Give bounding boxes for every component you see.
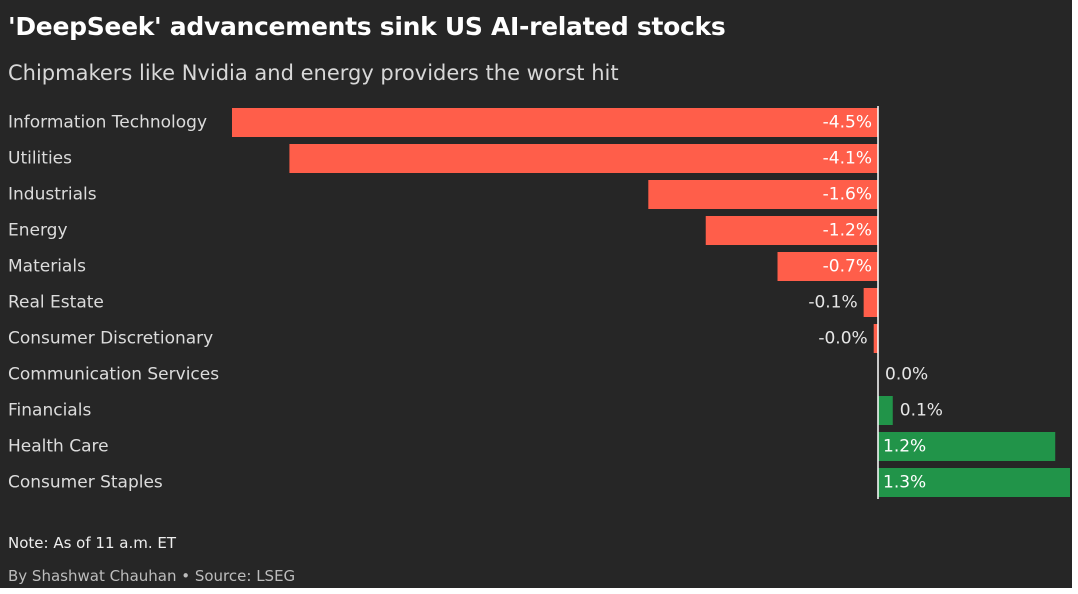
category-label: Materials bbox=[8, 257, 86, 277]
bar bbox=[289, 144, 878, 173]
category-label: Communication Services bbox=[8, 365, 219, 385]
value-label: 0.1% bbox=[900, 401, 943, 421]
bar bbox=[873, 324, 878, 353]
value-label: -4.1% bbox=[823, 149, 872, 169]
chart-note: Note: As of 11 a.m. ET bbox=[8, 534, 177, 552]
value-label: -4.5% bbox=[823, 113, 872, 133]
value-label: 1.3% bbox=[883, 473, 926, 493]
chart-subtitle: Chipmakers like Nvidia and energy provid… bbox=[8, 61, 619, 85]
value-label: -0.1% bbox=[808, 293, 857, 313]
bar bbox=[878, 432, 1056, 461]
bar bbox=[232, 108, 878, 137]
value-label: 1.2% bbox=[883, 437, 926, 457]
bar bbox=[863, 288, 878, 317]
category-label: Consumer Staples bbox=[8, 473, 163, 493]
category-label: Utilities bbox=[8, 149, 72, 169]
bar bbox=[705, 216, 878, 245]
category-label: Industrials bbox=[8, 185, 97, 205]
category-label: Information Technology bbox=[8, 113, 207, 133]
category-label: Real Estate bbox=[8, 293, 104, 313]
value-label: -0.7% bbox=[823, 257, 872, 277]
chart-credit: By Shashwat Chauhan • Source: LSEG bbox=[8, 567, 296, 585]
chart-title: 'DeepSeek' advancements sink US AI-relat… bbox=[8, 12, 726, 41]
bar bbox=[878, 468, 1070, 497]
category-label: Financials bbox=[8, 401, 91, 421]
category-label: Health Care bbox=[8, 437, 109, 457]
category-label: Consumer Discretionary bbox=[8, 329, 213, 349]
value-label: -1.6% bbox=[823, 185, 872, 205]
value-label: -0.0% bbox=[818, 329, 867, 349]
bar bbox=[777, 252, 878, 281]
value-label: -1.2% bbox=[823, 221, 872, 241]
bar bbox=[878, 396, 893, 425]
value-label: 0.0% bbox=[885, 365, 928, 385]
category-label: Energy bbox=[8, 221, 68, 241]
bar bbox=[648, 180, 878, 209]
